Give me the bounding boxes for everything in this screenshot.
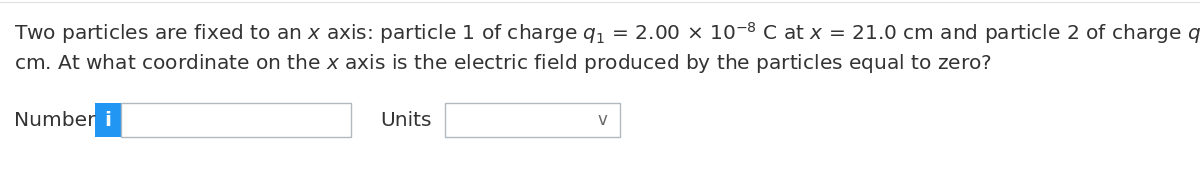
Text: cm. At what coordinate on the $x$ axis is the electric field produced by the par: cm. At what coordinate on the $x$ axis i…	[14, 52, 992, 75]
FancyBboxPatch shape	[445, 103, 620, 137]
Text: Number: Number	[14, 111, 96, 130]
FancyBboxPatch shape	[95, 103, 121, 137]
FancyBboxPatch shape	[121, 103, 352, 137]
Text: v: v	[598, 111, 607, 129]
Text: Units: Units	[380, 111, 432, 130]
Text: Two particles are fixed to an $x$ axis: particle 1 of charge $q_1$ = 2.00 × 10$^: Two particles are fixed to an $x$ axis: …	[14, 20, 1200, 46]
Text: i: i	[104, 111, 112, 130]
